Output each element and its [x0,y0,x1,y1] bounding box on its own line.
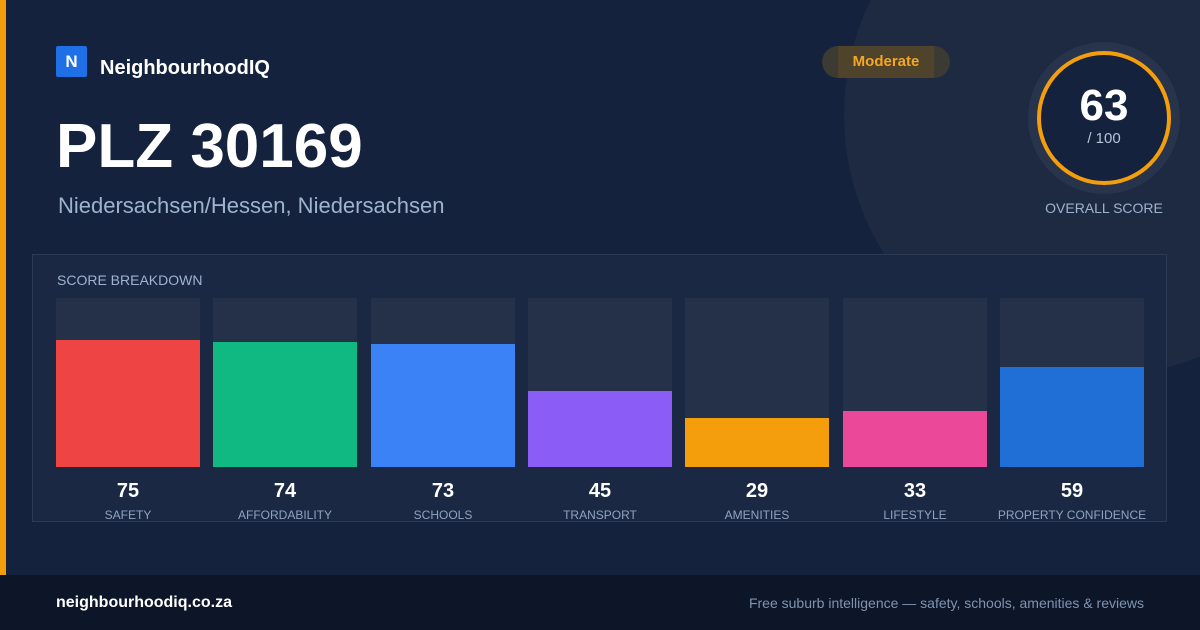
score-bar-value: 33 [903,480,927,502]
overall-score-ring: 63 / 100 [1028,42,1180,194]
score-bar-label: TRANSPORT [563,508,637,522]
score-breakdown-title: SCORE BREAKDOWN [57,272,203,288]
score-bar-track [1000,298,1144,467]
rating-badge: Moderate [822,46,950,78]
rating-badge-inner [838,46,934,78]
score-bar-fill [213,342,357,467]
score-bar-lifestyle: 33 LIFESTYLE [843,298,987,522]
score-bar-track [843,298,987,467]
overall-score-caption: OVERALL SCORE [1045,200,1163,216]
score-bar-label: SCHOOLS [413,508,473,522]
score-bar-track [685,298,829,467]
score-bar-value: 29 [745,480,769,502]
footer-tagline: Free suburb intelligence — safety, schoo… [748,595,1144,611]
score-bar-label: LIFESTYLE [883,508,947,522]
score-bar-value: 75 [116,480,140,502]
accent-bar [0,0,6,575]
score-bar-transport: 45 TRANSPORT [528,298,672,522]
score-bar-value: 73 [431,480,455,502]
score-bar-value: 45 [588,480,612,502]
score-bar-label: AMENITIES [724,508,790,522]
score-bar-label: SAFETY [104,508,152,522]
score-bar-track [371,298,515,467]
location-subtitle: Niedersachsen/Hessen, Niedersachsen [58,193,445,218]
score-bar-track [213,298,357,467]
score-bar-property-confidence: 59 PROPERTY CONFIDENCE [998,298,1146,522]
overall-score-value: 63 [1079,81,1129,130]
footer: neighbourhoodiq.co.za Free suburb intell… [0,575,1200,630]
score-bar-schools: 73 SCHOOLS [371,298,515,522]
brand-name: NeighbourhoodIQ [100,57,270,79]
score-bar-value: 74 [273,480,297,502]
score-ring-circle [1037,51,1171,185]
score-bar-track [528,298,672,467]
overall-score-denominator: / 100 [1087,130,1121,147]
score-bar-fill [1000,367,1144,467]
score-bar-amenities: 29 AMENITIES [685,298,829,522]
brand-logo-icon: N [56,46,87,77]
score-bar-fill [528,391,672,467]
score-bar-fill [56,340,200,467]
score-bar-fill [371,344,515,467]
score-bar-fill [843,411,987,467]
score-bar-label: AFFORDABILITY [237,508,332,522]
score-bar-label: PROPERTY CONFIDENCE [997,508,1147,522]
footer-domain-link[interactable]: neighbourhoodiq.co.za [56,594,232,611]
score-breakdown-panel: SCORE BREAKDOWN 75 SAFETY 74 AFFORDABILITY 7… [32,254,1167,522]
score-bar-safety: 75 SAFETY [56,298,200,522]
score-bar-fill [685,418,829,467]
rating-badge-label: Moderate [852,53,920,70]
score-bar-affordability: 74 AFFORDABILITY [213,298,357,522]
page-title: PLZ 30169 [56,112,363,181]
score-bar-track [56,298,200,467]
score-bar-value: 59 [1060,480,1084,502]
